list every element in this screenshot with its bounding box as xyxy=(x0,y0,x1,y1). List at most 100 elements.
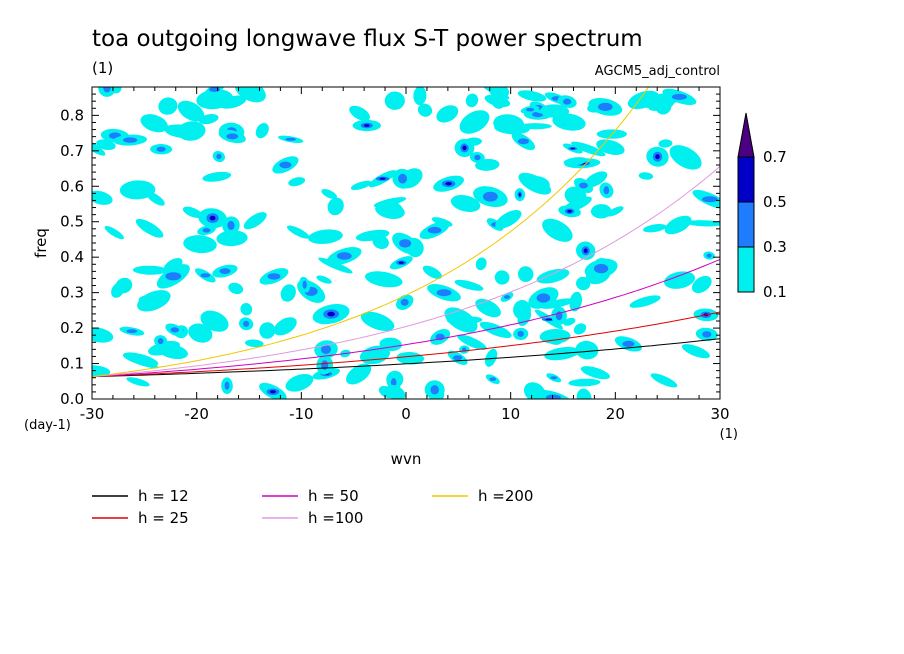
contour-patch xyxy=(302,280,307,289)
contour-patch xyxy=(598,102,613,111)
contour-patch xyxy=(504,295,510,299)
contour-patch xyxy=(398,173,407,184)
contour-patch xyxy=(243,320,250,327)
contour-patch xyxy=(216,230,248,247)
contour-patch xyxy=(444,307,478,333)
contour-patch xyxy=(638,172,654,180)
contour-patch xyxy=(399,239,412,248)
contour-patch xyxy=(545,318,553,321)
x-tick-label: 0 xyxy=(401,405,411,423)
contour-patch xyxy=(417,103,433,117)
contour-patch xyxy=(702,196,718,203)
contour-patch xyxy=(96,139,116,151)
contour-patch xyxy=(163,258,183,273)
contour-patch xyxy=(550,376,558,380)
y-axis-label: freq xyxy=(32,228,50,258)
contour-patch xyxy=(494,270,510,285)
y-tick-label: 0.0 xyxy=(60,390,84,408)
y-tick-label: 0.2 xyxy=(60,319,84,337)
contour-patch xyxy=(182,206,203,218)
contour-patch xyxy=(643,224,667,233)
contour-patch xyxy=(346,363,372,385)
y-tick-label: 0.4 xyxy=(60,248,84,266)
contour-patch xyxy=(465,93,479,108)
contour-patch xyxy=(567,209,572,213)
contour-patch xyxy=(164,124,199,139)
contour-patch xyxy=(454,279,484,291)
contour-patch xyxy=(226,133,239,140)
contour-patch xyxy=(576,276,591,291)
contour-patch xyxy=(517,90,547,102)
y-tick-label: 0.8 xyxy=(60,106,84,124)
contour-patch xyxy=(218,95,247,109)
color-scale-bar: 0.1 0.3 0.5 0.7 xyxy=(737,112,787,301)
chart-title: toa outgoing longwave flux S-T power spe… xyxy=(92,26,643,52)
subtitle-right: AGCM5_adj_control xyxy=(595,64,720,79)
x-tick-label: -20 xyxy=(184,405,209,423)
contour-field xyxy=(92,87,720,399)
contour-patch xyxy=(273,317,297,336)
contour-patch xyxy=(202,171,232,182)
contour-patch xyxy=(92,139,106,156)
contour-patch xyxy=(280,284,296,302)
contour-patch xyxy=(523,382,546,399)
legend-label: h = 12 xyxy=(138,487,189,505)
contour-patch xyxy=(569,291,583,312)
contour-patch xyxy=(378,385,395,399)
contour-patch xyxy=(576,388,592,399)
y-tick-label: 0.3 xyxy=(60,284,84,302)
contour-patch xyxy=(396,351,425,365)
contour-patch xyxy=(489,377,496,382)
contour-patch xyxy=(603,186,610,195)
contour-patch xyxy=(629,295,661,308)
contour-patch xyxy=(706,253,712,258)
contour-patch xyxy=(474,154,481,161)
contour-patch xyxy=(224,381,230,390)
dispersion-curve xyxy=(92,311,720,378)
contour-patch xyxy=(431,217,453,227)
contour-patch xyxy=(92,327,114,343)
contour-patch xyxy=(655,97,672,115)
y-tick-label: 0.7 xyxy=(60,142,84,160)
contour-patch xyxy=(681,344,710,359)
contour-patch xyxy=(209,215,216,221)
contour-patch xyxy=(545,394,561,399)
dispersion-curve xyxy=(92,166,720,378)
contour-patch xyxy=(517,138,530,145)
contour-patch xyxy=(360,311,395,332)
contour-patch xyxy=(594,263,609,274)
contour-patch xyxy=(183,235,217,254)
contour-patch xyxy=(658,139,673,148)
contour-patch xyxy=(308,229,343,244)
contour-patch xyxy=(596,139,625,156)
contour-patch xyxy=(316,275,332,284)
contour-patch xyxy=(459,110,490,134)
dispersion-curve xyxy=(92,258,720,378)
x-axis: -30 -20 -10 0 10 20 30 xyxy=(80,87,730,423)
contour-patch xyxy=(243,212,267,230)
contour-patch xyxy=(590,204,612,219)
colorbar-segment xyxy=(737,201,755,248)
contour-patch xyxy=(200,310,229,332)
contour-patch xyxy=(702,331,712,338)
contour-patch xyxy=(115,277,133,294)
contour-patch xyxy=(650,373,678,388)
contour-patch xyxy=(327,197,344,216)
curve-legend: h = 12 h = 25 h = 50 h =100 h =200 xyxy=(92,487,533,527)
contour-patch xyxy=(364,271,403,288)
contour-patch xyxy=(573,323,587,335)
contour-patch xyxy=(103,87,111,93)
contour-patch xyxy=(137,290,171,312)
dispersion-curve xyxy=(92,338,720,378)
contour-patch xyxy=(170,327,179,333)
contour-patch xyxy=(564,186,587,205)
contour-patch xyxy=(285,137,297,141)
contour-patch xyxy=(563,157,588,166)
contour-patch xyxy=(518,172,552,195)
contour-patch xyxy=(664,215,692,235)
y-tick-label: 0.6 xyxy=(60,177,84,195)
contour-patch xyxy=(539,328,571,344)
contour-patch xyxy=(526,107,535,112)
contour-patch xyxy=(464,137,482,146)
